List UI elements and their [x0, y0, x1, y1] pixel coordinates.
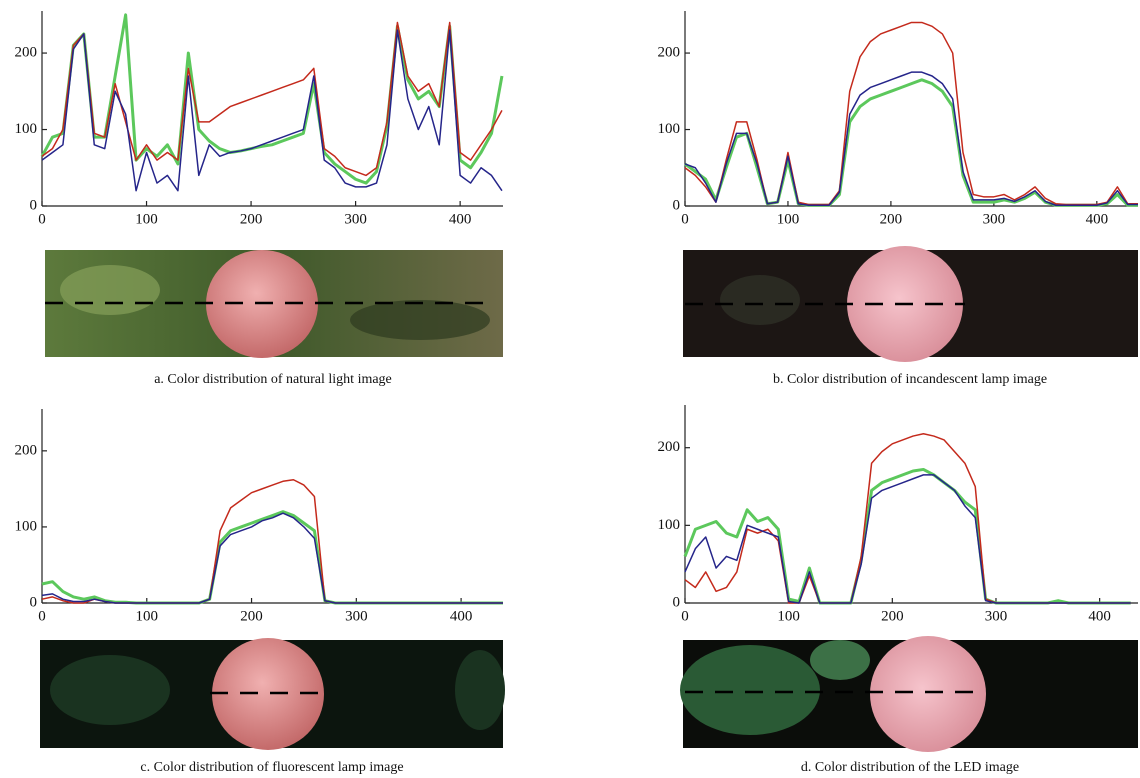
caption: d. Color distribution of the LED image — [801, 760, 1019, 775]
x-tick-label: 400 — [1088, 608, 1111, 624]
photo-natural — [45, 250, 503, 358]
y-tick-label: 0 — [673, 594, 681, 610]
y-tick-label: 100 — [15, 518, 38, 534]
x-tick-label: 100 — [135, 211, 158, 227]
y-tick-label: 0 — [30, 197, 38, 213]
photo-incandescent — [683, 246, 1138, 362]
data-line — [683, 467, 1131, 605]
x-tick-label: 200 — [880, 211, 903, 227]
data-line — [41, 512, 503, 604]
x-tick-label: 100 — [777, 211, 800, 227]
y-tick-label: 200 — [15, 44, 38, 60]
data-line — [41, 21, 503, 177]
x-tick-label: 400 — [1086, 211, 1109, 227]
caption: b. Color distribution of incandescent la… — [773, 372, 1047, 387]
data-line — [684, 474, 1131, 604]
x-tick-label: 300 — [345, 608, 368, 624]
x-tick-label: 0 — [681, 211, 689, 227]
y-tick-label: 0 — [30, 594, 38, 610]
x-tick-label: 0 — [681, 608, 689, 624]
x-tick-label: 200 — [240, 608, 263, 624]
y-tick-label: 100 — [658, 517, 681, 533]
x-tick-label: 400 — [450, 608, 473, 624]
data-line — [684, 432, 1131, 604]
x-tick-label: 100 — [136, 608, 159, 624]
x-tick-label: 300 — [985, 608, 1008, 624]
y-tick-label: 100 — [658, 121, 681, 137]
y-tick-label: 200 — [15, 442, 38, 458]
x-tick-label: 400 — [449, 211, 472, 227]
x-tick-label: 0 — [38, 211, 46, 227]
y-tick-label: 100 — [15, 121, 38, 137]
data-line — [684, 71, 1138, 206]
data-line — [40, 13, 504, 185]
y-tick-label: 0 — [673, 197, 681, 213]
caption: a. Color distribution of natural light i… — [154, 372, 392, 387]
y-tick-label: 200 — [658, 439, 681, 455]
x-tick-label: 300 — [344, 211, 367, 227]
x-tick-label: 100 — [777, 608, 800, 624]
x-tick-label: 0 — [38, 608, 46, 624]
x-tick-label: 300 — [983, 211, 1006, 227]
x-tick-label: 200 — [881, 608, 904, 624]
photo-fluorescent — [40, 638, 505, 750]
data-line — [41, 510, 503, 605]
data-line — [684, 21, 1138, 206]
data-line — [41, 29, 503, 192]
caption: c. Color distribution of fluorescent lam… — [140, 760, 403, 775]
data-line — [41, 479, 503, 604]
photo-led — [680, 636, 1138, 752]
y-tick-label: 200 — [658, 44, 681, 60]
x-tick-label: 200 — [240, 211, 263, 227]
